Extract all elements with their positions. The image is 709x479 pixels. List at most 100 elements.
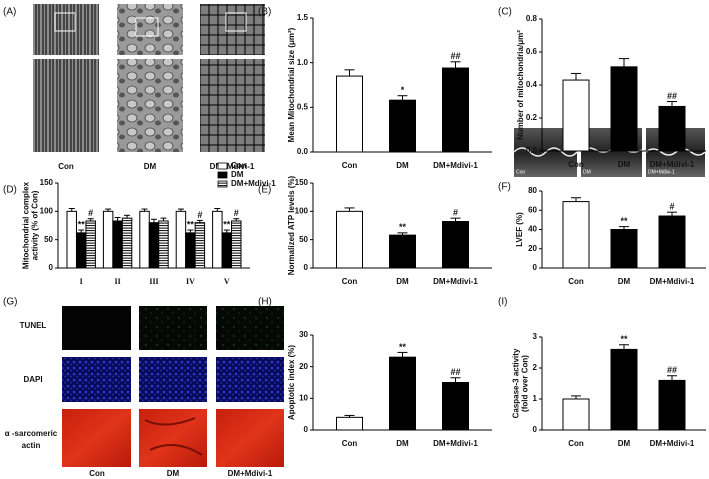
- dapi-image: [216, 357, 284, 402]
- significance: **: [399, 222, 407, 232]
- y-axis-title: activity (% of Con): [31, 190, 40, 260]
- significance: **: [223, 219, 231, 229]
- column-label: DM: [144, 162, 157, 171]
- legend-swatch: [217, 180, 228, 188]
- echo-label: DM+Mdivi-1: [648, 169, 675, 175]
- panel-label: (I): [498, 297, 507, 308]
- bar: [442, 382, 469, 431]
- error-bar: [78, 229, 85, 233]
- column-label: DM: [167, 469, 180, 478]
- bar: [102, 210, 114, 269]
- bar: [185, 232, 196, 269]
- x-tick-label: DM+Mdivi-1: [650, 160, 695, 169]
- em-image: [200, 59, 265, 152]
- x-tick-label: DM: [618, 277, 631, 286]
- panel-label: (C): [498, 7, 512, 18]
- y-tick-label: 0: [304, 425, 309, 434]
- x-tick-label: Con: [568, 439, 584, 448]
- x-tick-label: Con: [342, 277, 358, 286]
- actin-texture: [144, 417, 203, 456]
- y-tick-label: 0: [304, 263, 309, 272]
- y-axis-title: Caspase-3 activity: [512, 348, 521, 418]
- y-tick-label: 150: [295, 178, 309, 187]
- bar: [212, 210, 223, 269]
- panel-label: (A): [3, 7, 16, 18]
- bar: [121, 217, 133, 269]
- error-bar: [214, 208, 221, 212]
- tunel-image: [216, 306, 284, 350]
- echo-trace: [645, 148, 706, 156]
- inset-box: [54, 12, 76, 32]
- x-tick-label: DM: [396, 277, 409, 286]
- panel-label: (D): [3, 185, 17, 196]
- significance: ##: [667, 365, 677, 375]
- column-label: Con: [89, 469, 105, 478]
- error-bar: [619, 344, 629, 350]
- panel-label: (G): [3, 297, 17, 308]
- x-tick-label: V: [224, 277, 230, 286]
- y-tick-label: 3: [533, 332, 538, 341]
- y-axis-title: Mean Mitochondrial size (μm²): [287, 27, 296, 142]
- bar: [610, 348, 638, 431]
- bar: [562, 79, 590, 152]
- actin-image: [216, 409, 284, 467]
- y-tick-label: 50: [299, 235, 308, 244]
- x-tick-label: Con: [568, 160, 584, 169]
- y-tick-label: 20: [528, 244, 537, 253]
- row-label: actin: [22, 441, 41, 450]
- y-axis-title: Normalized ATP levels (%): [287, 175, 296, 275]
- tunel-image: [62, 306, 131, 350]
- y-tick-label: 0: [49, 263, 54, 272]
- error-bar: [397, 351, 408, 358]
- error-bar: [344, 207, 355, 212]
- panel-label: (H): [258, 297, 272, 308]
- significance: #: [197, 210, 202, 220]
- significance: **: [78, 219, 86, 229]
- error-bar: [344, 414, 355, 418]
- significance: #: [88, 208, 93, 218]
- error-bar: [344, 69, 355, 77]
- em-images: [33, 4, 265, 152]
- significance: #: [453, 208, 458, 218]
- panel-label: (E): [258, 185, 271, 196]
- significance: ##: [667, 91, 677, 101]
- bar: [658, 215, 686, 269]
- error-bar: [619, 58, 629, 67]
- x-tick-label: II: [114, 277, 120, 286]
- row-label: DAPI: [23, 375, 42, 384]
- stain-images: [62, 306, 284, 467]
- bar: [562, 398, 590, 431]
- significance: *: [401, 85, 405, 95]
- error-bar: [450, 217, 461, 222]
- error-bar: [450, 61, 461, 69]
- x-tick-label: III: [149, 277, 158, 286]
- y-tick-label: 100: [295, 206, 309, 215]
- error-bar: [397, 232, 408, 236]
- significance: ##: [450, 367, 460, 377]
- bar: [562, 201, 590, 269]
- error-bar: [151, 218, 157, 223]
- bar: [610, 229, 638, 269]
- error-bar: [223, 229, 230, 233]
- x-tick-label: Con: [568, 277, 584, 286]
- error-bar: [450, 377, 461, 383]
- error-bar: [619, 226, 629, 230]
- significance: ##: [450, 51, 460, 61]
- bar: [85, 220, 96, 269]
- column-label: DM+Mdivi-1: [228, 469, 273, 478]
- y-tick-label: 80: [528, 186, 537, 195]
- y-tick-label: 0: [533, 425, 538, 434]
- row-label: α -sarcomeric: [5, 429, 58, 438]
- x-tick-label: IV: [186, 277, 195, 286]
- y-tick-label: 30: [299, 330, 308, 339]
- bar: [66, 210, 77, 269]
- error-bar: [87, 218, 94, 221]
- error-bar: [196, 219, 203, 223]
- echo-label: DM: [583, 169, 591, 175]
- actin-image: [139, 409, 207, 467]
- panel-label: (F): [498, 182, 511, 193]
- y-tick-label: 1.5: [297, 13, 309, 22]
- bar: [389, 99, 416, 153]
- y-tick-label: 0.4: [526, 80, 538, 89]
- x-tick-label: DM+Mdivi-1: [433, 277, 478, 286]
